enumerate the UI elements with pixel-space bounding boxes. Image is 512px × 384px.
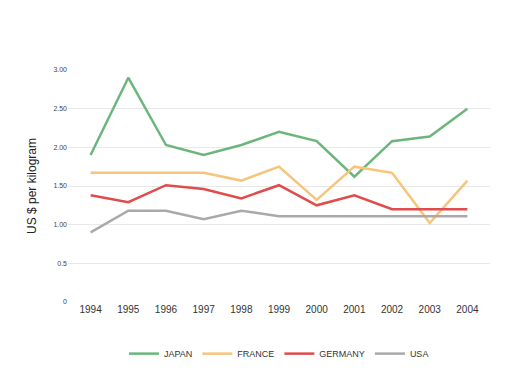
svg-text:1995: 1995	[117, 304, 140, 315]
svg-text:2000: 2000	[306, 304, 329, 315]
svg-text:GERMANY: GERMANY	[319, 349, 365, 359]
svg-text:0: 0	[63, 298, 67, 305]
svg-text:1996: 1996	[155, 304, 178, 315]
svg-text:2002: 2002	[381, 304, 404, 315]
svg-text:1997: 1997	[193, 304, 216, 315]
svg-text:1.50: 1.50	[53, 182, 67, 189]
svg-text:US $ per kilogram: US $ per kilogram	[25, 138, 39, 234]
svg-text:2001: 2001	[343, 304, 366, 315]
svg-text:USA: USA	[410, 349, 429, 359]
svg-text:1994: 1994	[79, 304, 102, 315]
svg-text:2.50: 2.50	[53, 105, 67, 112]
svg-text:3.00: 3.00	[53, 66, 67, 73]
svg-text:1999: 1999	[268, 304, 291, 315]
svg-text:1.00: 1.00	[53, 221, 67, 228]
svg-text:2004: 2004	[456, 304, 479, 315]
svg-text:2003: 2003	[419, 304, 442, 315]
svg-text:JAPAN: JAPAN	[164, 349, 192, 359]
svg-text:1998: 1998	[230, 304, 253, 315]
svg-text:2.00: 2.00	[53, 144, 67, 151]
svg-text:FRANCE: FRANCE	[237, 349, 274, 359]
svg-text:0.5: 0.5	[57, 260, 67, 267]
